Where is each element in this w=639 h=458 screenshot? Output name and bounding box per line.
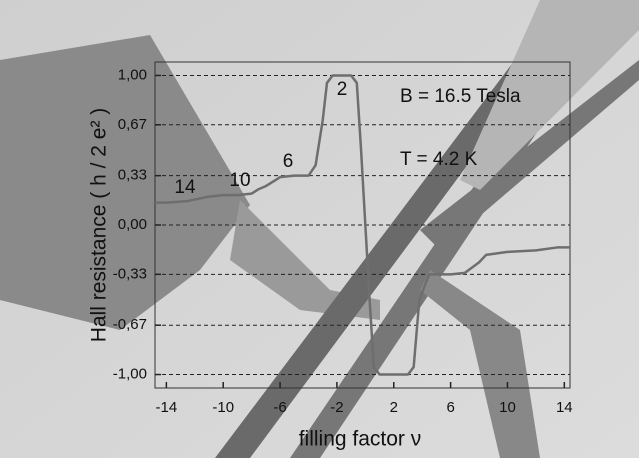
annotation: T = 4.2 K <box>400 149 478 170</box>
y-tick-label: -0,33 <box>113 265 147 282</box>
y-tick-label: 0,67 <box>118 116 147 133</box>
annotation: 6 <box>283 151 294 172</box>
annotation: 10 <box>229 170 250 191</box>
y-tick-label: -0,67 <box>113 316 147 333</box>
annotation: 14 <box>174 177 196 198</box>
x-tick-label: -10 <box>212 399 234 416</box>
x-tick-label: 6 <box>446 399 454 416</box>
chart: filling factor ν Hall resistance ( h / 2… <box>0 0 639 458</box>
y-axis-label: Hall resistance ( h / 2 e² ) <box>88 108 111 343</box>
x-tick-label: 2 <box>390 399 398 416</box>
x-tick-label: -6 <box>273 399 286 416</box>
annotation: B = 16.5 Tesla <box>400 86 521 107</box>
x-tick-label: -14 <box>156 399 178 416</box>
y-tick-label: 1,00 <box>118 66 147 83</box>
y-tick-label: 0,33 <box>118 167 147 184</box>
y-tick-label: 0,00 <box>118 216 147 233</box>
page: {"chart_data": { "type": "line", "x_labe… <box>0 0 639 458</box>
x-tick-label: -2 <box>330 399 343 416</box>
x-tick-label: 10 <box>499 399 516 416</box>
x-axis-label: filling factor ν <box>299 428 422 451</box>
x-tick-label: 14 <box>556 399 573 416</box>
y-tick-label: -1,00 <box>113 366 147 383</box>
annotation: 2 <box>337 79 348 100</box>
